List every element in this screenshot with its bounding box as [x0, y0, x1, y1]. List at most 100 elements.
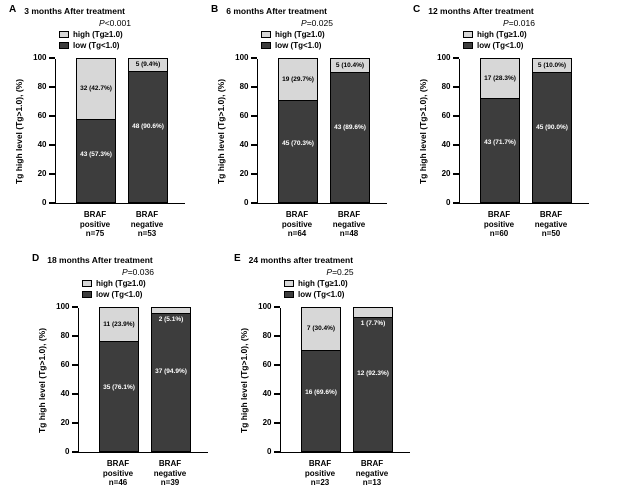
- high-segment: [128, 58, 168, 72]
- legend: high (Tg≥1.0) low (Tg<1.0): [284, 278, 432, 302]
- x-axis-label-line: negative: [332, 219, 366, 229]
- y-tick: 80: [240, 82, 257, 91]
- low-segment: [76, 120, 116, 203]
- panel-letter: D: [32, 253, 40, 264]
- p-value: P<0.001: [99, 18, 131, 28]
- panel-title: 24 months after treatment: [248, 254, 354, 265]
- plot: 0 20 40 60 80 100 17 (28.3%) 43 (71.7%) 5 (10.0%…: [437, 53, 589, 207]
- legend-item-high: high (Tg≥1.0): [284, 278, 432, 289]
- y-tick-label: 80: [60, 330, 70, 340]
- x-axis-label-negative: BRAF negative n=13: [340, 459, 404, 488]
- x-axis-label-line: positive: [483, 219, 515, 229]
- y-tick-label: 40: [60, 388, 70, 398]
- y-tick: 80: [61, 331, 78, 340]
- plot: 0 20 40 60 80 100 32 (42.7%) 43 (57.3%) 5 (9.4%)…: [33, 53, 185, 207]
- y-tick: 20: [240, 169, 257, 178]
- low-swatch-icon: [463, 42, 473, 49]
- y-tick-label: 20: [60, 417, 70, 427]
- high-segment: [278, 58, 318, 101]
- x-axis-label-line: negative: [355, 468, 389, 478]
- high-segment-label: 1 (7.7%): [360, 320, 386, 327]
- x-axis-label-negative: BRAF negative n=50: [519, 210, 583, 239]
- high-swatch-icon: [284, 280, 294, 287]
- y-tick-label: 20: [239, 168, 249, 178]
- x-axis-label-line: n=60: [489, 229, 509, 238]
- legend: high (Tg≥1.0) low (Tg<1.0): [261, 29, 409, 53]
- x-axis-label-line: positive: [281, 219, 313, 229]
- x-axis-label-line: BRAF: [285, 210, 309, 219]
- y-tick: 80: [442, 82, 459, 91]
- y-tick: 0: [267, 447, 280, 456]
- panel-header: B 6 months After treatment: [207, 4, 409, 18]
- y-tick-label: 80: [441, 81, 451, 91]
- panel-letter: A: [9, 4, 17, 15]
- low-segment-label: 16 (69.6%): [305, 389, 337, 397]
- chart-panel: C 12 months After treatment P=0.016 high…: [409, 4, 611, 243]
- x-axis-label-positive: BRAF positive n=23: [288, 459, 352, 488]
- panel-letter: C: [413, 4, 421, 15]
- legend-item-high: high (Tg≥1.0): [463, 29, 611, 40]
- x-axis-label-positive: BRAF positive n=60: [467, 210, 531, 239]
- legend-item-low: low (Tg<1.0): [59, 40, 207, 51]
- high-swatch-icon: [261, 31, 271, 38]
- x-axis-label-line: negative: [534, 219, 568, 229]
- x-axis-label-line: n=13: [362, 478, 382, 487]
- high-segment: [76, 58, 116, 120]
- low-segment-label: 45 (70.3%): [282, 139, 314, 147]
- y-tick-label: 40: [239, 139, 249, 149]
- x-axis-labels: BRAF positive n=23 BRAF negative n=13: [230, 459, 432, 491]
- plot-area: Tg high level (Tg>1.0), (%) 0 20 40 60 80 100…: [5, 53, 207, 243]
- x-axis-label-line: positive: [79, 219, 111, 229]
- x-axis-label-line: BRAF: [360, 459, 384, 468]
- chart-panel: E 24 months after treatment P=0.25 high …: [230, 253, 432, 492]
- high-swatch-icon: [463, 31, 473, 38]
- low-segment: [532, 73, 572, 203]
- y-tick: 100: [437, 53, 459, 62]
- legend-item-low: low (Tg<1.0): [463, 40, 611, 51]
- y-tick: 100: [33, 53, 55, 62]
- y-tick-label: 80: [37, 81, 47, 91]
- high-segment: [301, 307, 341, 351]
- y-tick-label: 80: [262, 330, 272, 340]
- low-segment-label: 43 (71.7%): [484, 138, 516, 146]
- low-segment-label: 43 (57.3%): [80, 150, 112, 158]
- y-tick: 60: [240, 111, 257, 120]
- stacked-bar-negative: 5 (10.4%) 43 (89.6%): [330, 58, 370, 203]
- y-tick: 0: [244, 198, 257, 207]
- top-row: A 3 months After treatment P<0.001 high …: [5, 4, 621, 243]
- low-swatch-icon: [82, 291, 92, 298]
- x-axis-label-positive: BRAF positive n=46: [86, 459, 150, 488]
- panel-title: 12 months After treatment: [428, 5, 534, 16]
- y-tick: 40: [61, 389, 78, 398]
- low-segment: [99, 342, 139, 452]
- y-tick-label: 80: [239, 81, 249, 91]
- low-swatch-icon: [59, 42, 69, 49]
- legend-label-high: high (Tg≥1.0): [96, 279, 146, 288]
- y-tick-label: 0: [244, 197, 249, 207]
- low-segment: [301, 351, 341, 452]
- y-tick-label: 0: [446, 197, 451, 207]
- y-tick-label: 40: [441, 139, 451, 149]
- y-tick-label: 60: [441, 110, 451, 120]
- x-axis-label-line: negative: [153, 468, 187, 478]
- x-axis-label-positive: BRAF positive n=64: [265, 210, 329, 239]
- stacked-bar-positive: 32 (42.7%) 43 (57.3%): [76, 58, 116, 203]
- y-tick-label: 20: [262, 417, 272, 427]
- y-tick: 60: [442, 111, 459, 120]
- chart-panel: B 6 months After treatment P=0.025 high …: [207, 4, 409, 243]
- x-axis-labels: BRAF positive n=75 BRAF negative n=53: [5, 210, 207, 242]
- y-tick: 60: [61, 360, 78, 369]
- stacked-bar-positive: 7 (30.4%) 16 (69.6%): [301, 307, 341, 452]
- plot: 0 20 40 60 80 100 11 (23.9%) 35 (76.1%) 2 (5.1%)…: [56, 302, 208, 456]
- legend-label-low: low (Tg<1.0): [298, 290, 345, 299]
- x-axis-label-line: n=46: [108, 478, 128, 487]
- x-axis-label-line: n=75: [85, 229, 105, 238]
- legend-item-low: low (Tg<1.0): [82, 289, 230, 300]
- y-tick-label: 60: [262, 359, 272, 369]
- p-value: P=0.025: [301, 18, 333, 28]
- high-segment: [330, 58, 370, 73]
- x-axis-label-line: positive: [304, 468, 336, 478]
- low-segment-label: 12 (92.3%): [357, 370, 389, 378]
- panel-header: D 18 months After treatment: [28, 253, 230, 267]
- y-tick: 40: [263, 389, 280, 398]
